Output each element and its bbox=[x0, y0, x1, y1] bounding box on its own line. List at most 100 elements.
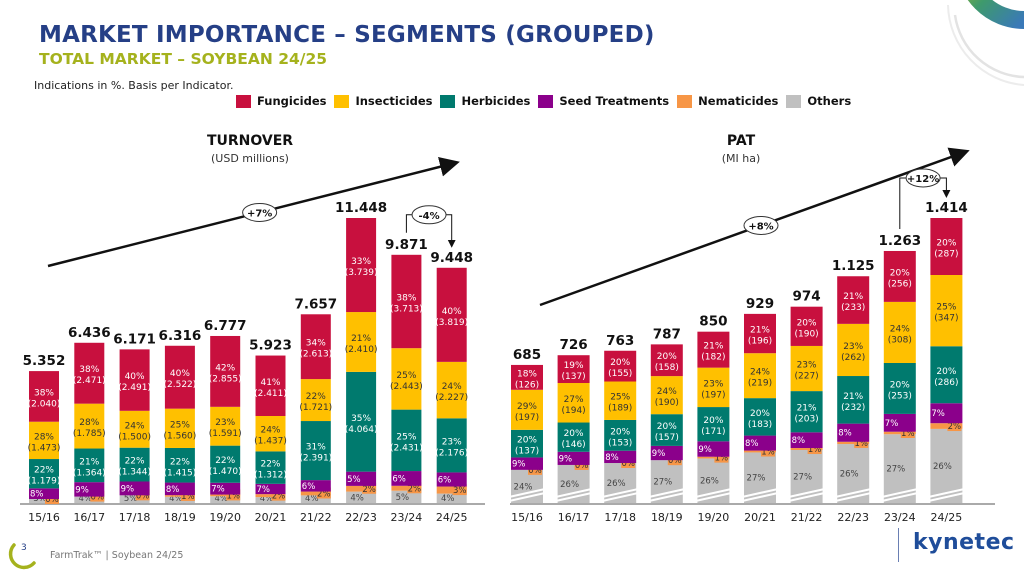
bar-segment-insecticides bbox=[164, 408, 195, 448]
bar-total-label: 974 bbox=[793, 289, 821, 305]
x-tick-label: 18/19 bbox=[164, 511, 196, 524]
bar-total-label: 929 bbox=[746, 296, 774, 312]
segment-pct-label: 9% bbox=[512, 460, 526, 470]
segment-pct-label: 9% bbox=[75, 485, 89, 495]
segment-pct-label: 21% bbox=[79, 457, 99, 467]
segment-pct-label: 7% bbox=[931, 409, 945, 419]
bar-segment-herbicides bbox=[346, 371, 377, 472]
segment-pct-label: 1% bbox=[181, 492, 195, 502]
bar: 4%2%7% 22%(1.312) 24%(1.437) 41%(2.411) bbox=[254, 355, 287, 504]
segment-value-label: (1.785) bbox=[73, 429, 106, 439]
segment-pct-label: 25% bbox=[396, 371, 416, 381]
change-label: +12% bbox=[907, 174, 939, 185]
segment-value-label: (2.040) bbox=[28, 399, 61, 409]
bar: 4%1%7% 22%(1.470) 23%(1.591) 42%(2.855) bbox=[209, 335, 242, 504]
bar-segment-herbicides bbox=[557, 422, 590, 452]
segment-pct-label: 20% bbox=[936, 367, 956, 377]
bar-segment-nematicides bbox=[697, 456, 730, 459]
segment-pct-label: 26% bbox=[933, 462, 952, 472]
page-title: MARKET IMPORTANCE – SEGMENTS (GROUPED) bbox=[39, 22, 655, 48]
bar-segment-fungicides bbox=[744, 313, 776, 354]
bar-total-label: 6.777 bbox=[204, 318, 247, 334]
x-tick-label: 22/23 bbox=[837, 511, 869, 524]
bar-total-label: 763 bbox=[606, 333, 634, 349]
bar-segment-fungicides bbox=[74, 342, 105, 404]
legend-label: Insecticides bbox=[355, 94, 433, 108]
bar-total-label: 6.436 bbox=[68, 325, 111, 341]
segment-pct-label: 34% bbox=[306, 339, 326, 349]
segment-value-label: (347) bbox=[934, 314, 958, 324]
segment-pct-label: 8% bbox=[30, 490, 44, 500]
bar-segment-fungicides bbox=[837, 276, 870, 324]
segment-pct-label: 22% bbox=[170, 457, 190, 467]
bar-segment-insecticides bbox=[744, 353, 776, 399]
axis-break-mark bbox=[881, 488, 919, 498]
segment-value-label: (2.227) bbox=[435, 393, 468, 403]
segment-pct-label: 7% bbox=[257, 485, 271, 495]
segment-pct-label: 38% bbox=[79, 365, 99, 375]
bar-segment-herbicides bbox=[511, 429, 543, 458]
trend-label-bubble bbox=[242, 202, 278, 222]
x-tick-label: 20/21 bbox=[744, 511, 776, 524]
segment-pct-label: 1% bbox=[226, 491, 240, 501]
segment-pct-label: 20% bbox=[517, 436, 537, 446]
bar-segment-herbicides bbox=[74, 448, 105, 483]
page-number: 3 bbox=[21, 543, 27, 553]
change-label-bubble bbox=[905, 168, 941, 188]
nematicides-label-box bbox=[714, 451, 729, 463]
segment-pct-label: 24% bbox=[657, 387, 677, 397]
segment-pct-label: 2% bbox=[362, 485, 376, 495]
bar-segment-others bbox=[300, 495, 331, 503]
legend-label: Nematicides bbox=[698, 94, 779, 108]
bar-segment-fungicides bbox=[697, 331, 730, 368]
segment-value-label: (1.312) bbox=[254, 471, 287, 481]
segment-pct-label: 0% bbox=[575, 461, 589, 471]
x-tick-label: 17/18 bbox=[119, 511, 151, 524]
segment-value-label: (262) bbox=[841, 353, 865, 363]
bar-segment-insecticides bbox=[119, 410, 150, 448]
segment-value-label: (232) bbox=[841, 403, 865, 413]
bar-segment-fungicides bbox=[29, 371, 59, 422]
bar-segment-insecticides bbox=[557, 383, 590, 423]
bar-segment-herbicides bbox=[697, 407, 730, 442]
x-tick-label: 16/17 bbox=[73, 511, 105, 524]
segment-pct-label: 0% bbox=[91, 493, 105, 503]
nematicides-label-box bbox=[407, 482, 422, 494]
segment-pct-label: 23% bbox=[843, 342, 863, 352]
segment-pct-label: 7% bbox=[211, 485, 225, 495]
segment-pct-label: 20% bbox=[564, 429, 584, 439]
axis-break-mark bbox=[741, 488, 779, 498]
footer-divider bbox=[898, 528, 899, 562]
segment-pct-label: 25% bbox=[396, 432, 416, 442]
bar-segment-seed-treatments bbox=[346, 471, 377, 486]
segment-pct-label: 22% bbox=[34, 466, 54, 476]
legend-item-nematicides: Nematicides bbox=[677, 94, 778, 108]
nematicides-label-box bbox=[947, 420, 962, 432]
bar-segment-fungicides bbox=[650, 344, 683, 377]
bar-total-label: 6.171 bbox=[113, 331, 156, 347]
segment-pct-label: 22% bbox=[260, 460, 280, 470]
bar-segment-herbicides bbox=[790, 391, 823, 433]
segment-pct-label: 26% bbox=[840, 470, 859, 480]
segment-value-label: (253) bbox=[888, 391, 912, 401]
segment-value-label: (2.411) bbox=[254, 389, 287, 399]
segment-value-label: (2.176) bbox=[435, 448, 468, 458]
segment-value-label: (1.560) bbox=[164, 431, 197, 441]
bar-segment-nematicides bbox=[883, 431, 916, 435]
bar-segment-seed-treatments bbox=[883, 413, 916, 432]
legend-swatch bbox=[786, 94, 802, 108]
segment-pct-label: 2% bbox=[272, 492, 286, 502]
bar-segment-insecticides bbox=[790, 345, 823, 392]
segment-value-label: (2.491) bbox=[118, 383, 151, 393]
axis-break-mark bbox=[881, 492, 919, 502]
segment-value-label: (126) bbox=[515, 380, 539, 390]
bar-segment-fungicides bbox=[300, 314, 331, 380]
bar-segment-insecticides bbox=[883, 301, 916, 363]
segment-pct-label: 18% bbox=[517, 369, 537, 379]
bar-segment-seed-treatments bbox=[300, 480, 331, 492]
bar-segment-seed-treatments bbox=[74, 482, 105, 497]
legend-swatch bbox=[236, 94, 251, 108]
segment-pct-label: 27% bbox=[564, 395, 584, 405]
bar-segment-seed-treatments bbox=[511, 457, 543, 470]
bar: 26%2%7%20%(286)25%(347)20%(287) bbox=[930, 218, 963, 503]
